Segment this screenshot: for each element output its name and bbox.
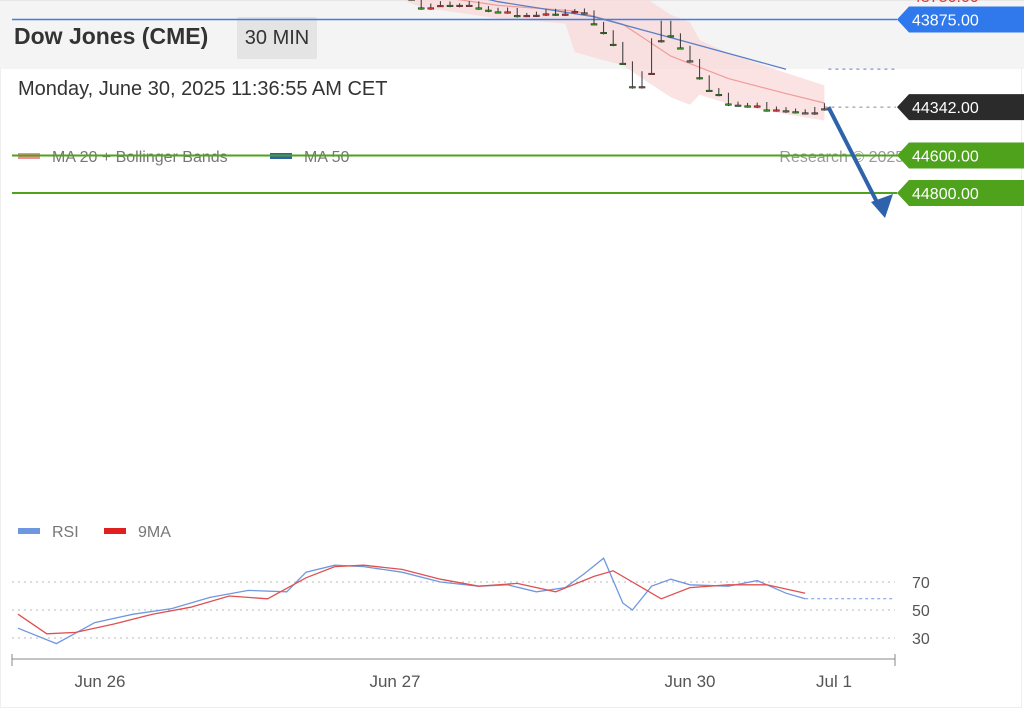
rsi-level-label: 30: [912, 631, 930, 648]
candle-body: [821, 108, 828, 111]
current-price-tag: [897, 94, 1024, 121]
ma20-line: [457, 0, 825, 104]
candle-body: [667, 35, 675, 38]
ma50-legend-label: MA 50: [304, 149, 349, 166]
rsi-ma-legend-label: 9MA: [138, 524, 171, 541]
candle-body: [763, 109, 771, 112]
candle-body: [677, 47, 684, 50]
level-lines: 44800.00 44600.00 44342.00 43875.00 43750.00…: [12, 0, 1024, 206]
candle-body: [705, 89, 713, 92]
ma20-legend-label: MA 20 + Bollinger Bands: [52, 149, 228, 166]
candle-body: [657, 40, 665, 43]
resistance-tag: [897, 180, 1024, 206]
candle-body: [504, 11, 511, 14]
candle-body: [619, 62, 627, 65]
candle-body: [600, 32, 607, 35]
forecast-arrow-head: [871, 194, 893, 218]
candle-body: [533, 14, 540, 17]
pivot-price: 43875.00: [912, 12, 979, 29]
candle-body: [773, 109, 780, 112]
candle-body: [513, 15, 521, 18]
rsi-line: [17, 557, 806, 645]
candle-body: [811, 112, 819, 115]
candle-body: [523, 15, 531, 18]
x-tick-label: Jun 26: [74, 672, 125, 691]
candle-body: [571, 11, 579, 14]
forecast-arrow-shaft: [826, 106, 883, 211]
timeframe-button[interactable]: 30 MIN: [237, 17, 317, 59]
candles: [408, 0, 828, 115]
candle-body: [753, 105, 761, 108]
x-axis: Jun 26 Jun 27 Jun 30 Jul 1: [11, 654, 896, 691]
current-price: 44342.00: [912, 100, 979, 117]
instrument-title: Dow Jones (CME): [14, 23, 209, 49]
candle-body: [725, 103, 732, 106]
x-tick-label: Jun 27: [369, 672, 420, 691]
candle-body: [696, 77, 703, 80]
candle-body: [427, 7, 435, 10]
candle-body: [792, 111, 799, 114]
rsi-legend-swatch: [18, 528, 40, 534]
candle-body: [629, 86, 636, 89]
candle-body: [609, 43, 617, 46]
bollinger-band-area: [402, 0, 825, 121]
candle-body: [801, 112, 809, 115]
pivot-tag: [897, 6, 1024, 33]
candle-body: [417, 7, 425, 10]
timestamp: Monday, June 30, 2025 11:36:55 AM CET: [18, 78, 388, 100]
candle-body: [734, 104, 742, 107]
candle-body: [648, 72, 655, 75]
main-legend: MA 20 + Bollinger Bands MA 50 Research ©…: [18, 149, 1018, 166]
rsi-ma-line: [17, 564, 806, 635]
rsi-level-label: 50: [912, 603, 930, 620]
resistance-price: 44800.00: [912, 186, 979, 203]
resistance-tag: [897, 142, 1024, 169]
ma50-line: [487, 0, 787, 70]
support-price: 43750.00: [912, 0, 979, 6]
candle-body: [552, 13, 559, 16]
resistance-price: 44600.00: [912, 148, 979, 165]
rsi-legend-label: RSI: [52, 524, 79, 541]
candle-body: [590, 23, 598, 26]
ma-lines: [457, 0, 896, 108]
rsi-ma-legend-swatch: [104, 528, 126, 534]
candle-body: [465, 4, 473, 7]
rsi-panel: 70 50 30: [12, 557, 930, 648]
candle-body: [494, 11, 502, 14]
candle-body: [686, 60, 694, 63]
candle-body: [581, 12, 588, 15]
candle-body: [475, 7, 483, 10]
rsi-level-label: 70: [912, 575, 930, 592]
forecast-arrow: [826, 106, 893, 218]
candle-body: [485, 9, 492, 12]
candle-body: [437, 5, 444, 8]
candle-body: [446, 4, 454, 7]
x-tick-label: Jun 30: [664, 672, 715, 691]
candle-body: [782, 110, 790, 113]
x-tick-label: Jul 1: [816, 672, 852, 691]
candle-body: [744, 105, 751, 108]
candle-body: [638, 86, 646, 89]
candle-body: [456, 4, 463, 7]
candle-body: [715, 94, 723, 97]
chart-frame: [0, 68, 1022, 708]
candle-body: [561, 13, 569, 16]
candle-body: [542, 13, 550, 16]
rsi-legend: RSI 9MA: [18, 524, 171, 541]
bollinger-band: [402, 0, 825, 121]
